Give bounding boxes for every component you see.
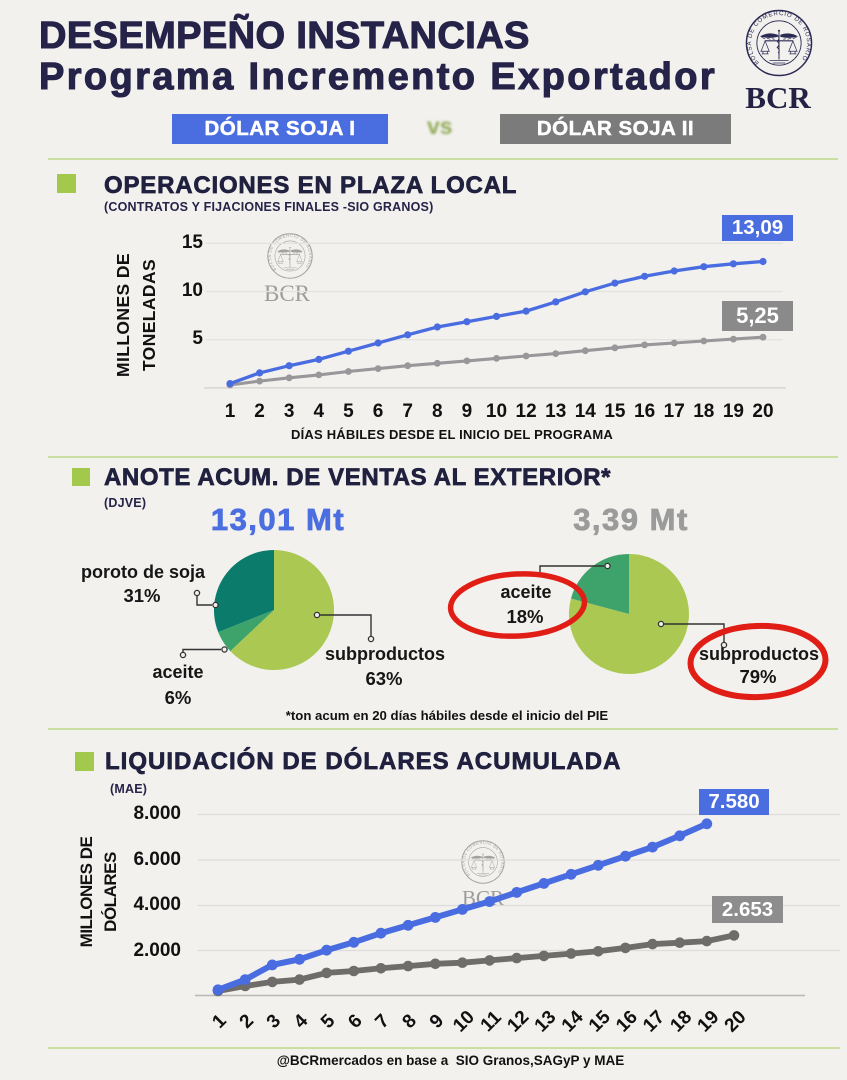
svg-text:5: 5 [317, 1010, 340, 1033]
svg-text:12: 12 [503, 1007, 533, 1037]
svg-text:17: 17 [664, 401, 685, 422]
svg-text:11: 11 [477, 1007, 506, 1036]
svg-text:14: 14 [575, 401, 597, 422]
svg-text:7: 7 [371, 1010, 393, 1032]
svg-text:8: 8 [399, 1010, 421, 1032]
svg-text:6: 6 [344, 1010, 366, 1032]
svg-text:8: 8 [432, 401, 443, 422]
svg-text:3: 3 [263, 1010, 285, 1032]
svg-text:15: 15 [604, 401, 626, 422]
svg-text:20: 20 [721, 1007, 751, 1037]
svg-text:1: 1 [208, 1010, 231, 1033]
svg-text:BCR: BCR [264, 281, 311, 306]
svg-text:18: 18 [693, 401, 714, 422]
svg-text:12: 12 [516, 401, 537, 422]
svg-text:17: 17 [639, 1007, 669, 1037]
svg-text:14: 14 [558, 1006, 588, 1036]
svg-text:16: 16 [612, 1007, 642, 1037]
svg-text:10: 10 [449, 1007, 479, 1037]
svg-text:3: 3 [284, 401, 295, 422]
svg-text:6: 6 [373, 401, 384, 422]
svg-text:2: 2 [254, 401, 265, 422]
svg-text:19: 19 [723, 401, 744, 422]
svg-text:7: 7 [402, 401, 413, 422]
svg-text:15: 15 [585, 1006, 615, 1036]
svg-text:2: 2 [236, 1010, 258, 1032]
svg-text:10: 10 [486, 401, 507, 422]
svg-text:4: 4 [290, 1010, 313, 1033]
svg-text:1: 1 [225, 401, 236, 422]
svg-text:4: 4 [314, 401, 325, 422]
svg-text:5: 5 [343, 401, 354, 422]
svg-text:13: 13 [545, 401, 566, 422]
svg-text:BCR: BCR [745, 80, 811, 115]
svg-text:20: 20 [752, 401, 773, 422]
svg-text:9: 9 [426, 1010, 448, 1032]
svg-text:16: 16 [634, 401, 655, 422]
svg-text:9: 9 [462, 401, 473, 422]
svg-text:13: 13 [531, 1007, 561, 1037]
svg-text:19: 19 [694, 1007, 724, 1037]
svg-text:18: 18 [666, 1007, 696, 1037]
